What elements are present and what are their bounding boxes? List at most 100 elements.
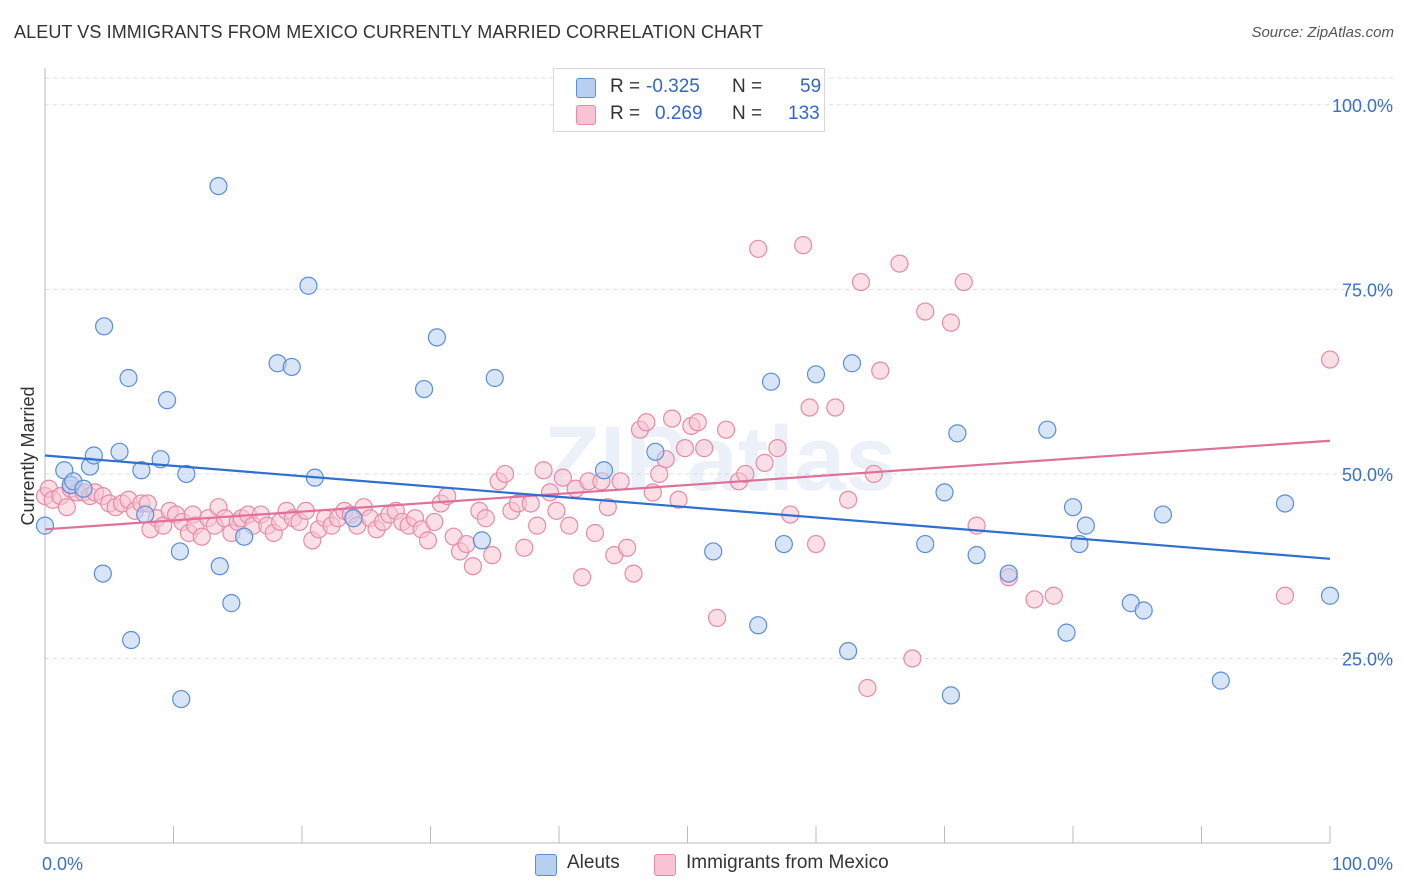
- immigrants-point: [528, 516, 547, 535]
- aleuts-point: [485, 368, 504, 388]
- aleuts-point: [414, 379, 434, 399]
- aleuts-point: [132, 461, 151, 480]
- immigrants-point: [916, 302, 935, 321]
- aleuts-point: [110, 442, 129, 461]
- immigrants-point: [851, 272, 871, 292]
- immigrants-point: [794, 236, 813, 255]
- trend-line-aleuts: [44, 454, 1331, 560]
- aleuts-point: [157, 391, 177, 410]
- series-aleuts-points: [35, 176, 1340, 709]
- immigrants-point: [1025, 590, 1044, 609]
- r-value: 0.269: [655, 103, 703, 124]
- n-label: N =: [732, 103, 763, 124]
- immigrants-point: [547, 501, 566, 520]
- trend-lines: [44, 439, 1331, 560]
- source-credit: Source: ZipAtlas.com: [1251, 24, 1394, 41]
- aleuts-point: [646, 442, 665, 461]
- immigrants-point: [483, 546, 502, 565]
- aleuts-point: [999, 564, 1018, 583]
- immigrants-point: [716, 420, 736, 439]
- aleuts-point: [119, 368, 138, 388]
- aleuts-point: [948, 424, 967, 443]
- immigrants-point: [585, 523, 605, 543]
- aleuts-point: [916, 534, 935, 554]
- r-label: R =: [610, 76, 641, 97]
- aleuts-point: [177, 464, 196, 484]
- aleuts-point: [344, 509, 363, 528]
- immigrants-point: [1275, 586, 1295, 605]
- immigrants-point: [662, 409, 682, 428]
- legend-label-immigrants: Immigrants from Mexico: [686, 852, 889, 873]
- immigrants-point: [598, 498, 617, 517]
- aleuts-point: [1134, 601, 1153, 620]
- immigrants-point: [1320, 350, 1340, 369]
- aleuts-point: [121, 630, 141, 650]
- immigrants-point: [688, 413, 707, 432]
- aleuts-point: [806, 365, 826, 384]
- immigrants-point: [675, 439, 695, 458]
- y-tick-label: 75.0%: [1342, 280, 1393, 300]
- immigrants-point: [57, 498, 76, 517]
- immigrants-point: [695, 439, 714, 458]
- aleuts-point: [761, 372, 781, 391]
- immigrants-point: [800, 398, 819, 417]
- immigrants-point: [540, 483, 560, 502]
- aleuts-point: [1076, 516, 1095, 535]
- immigrants-point: [941, 313, 961, 332]
- immigrants-point: [736, 464, 755, 484]
- immigrants-point: [768, 439, 787, 458]
- aleuts-point: [842, 354, 862, 373]
- aleuts-point: [299, 276, 318, 295]
- aleuts-point: [210, 557, 229, 576]
- immigrants-point: [954, 272, 973, 292]
- y-tick-label: 100.0%: [1332, 96, 1393, 116]
- n-label: N =: [732, 76, 763, 97]
- immigrants-point: [476, 509, 495, 528]
- immigrants-point: [637, 413, 656, 432]
- immigrants-point: [418, 531, 438, 550]
- aleuts-point: [172, 689, 191, 709]
- immigrants-point: [534, 461, 553, 480]
- y-tick-label: 50.0%: [1342, 465, 1393, 485]
- immigrants-point: [463, 557, 483, 576]
- aleuts-point: [282, 357, 301, 377]
- immigrants-point: [611, 472, 630, 491]
- aleuts-point: [967, 546, 986, 565]
- aleuts-point: [774, 534, 793, 554]
- legend-swatch-aleuts: [576, 78, 596, 98]
- immigrants-point: [864, 464, 883, 484]
- aleuts-point: [749, 616, 768, 635]
- immigrants-point: [707, 608, 727, 627]
- aleuts-point: [1038, 420, 1057, 439]
- immigrants-point: [755, 453, 774, 472]
- r-label: R =: [610, 103, 641, 124]
- aleuts-point: [941, 686, 961, 705]
- immigrants-point: [858, 678, 877, 698]
- immigrants-point: [871, 361, 890, 380]
- aleuts-point: [74, 479, 93, 498]
- correlation-legend: R = -0.325 N = 59 R = 0.269 N = 133: [553, 68, 825, 132]
- aleuts-point: [1211, 671, 1230, 690]
- chart-title: ALEUT VS IMMIGRANTS FROM MEXICO CURRENTL…: [14, 22, 764, 42]
- aleuts-point: [95, 317, 114, 336]
- aleuts-point: [935, 483, 954, 502]
- aleuts-point: [222, 594, 241, 613]
- immigrants-point: [890, 254, 909, 273]
- aleuts-point: [35, 516, 55, 535]
- aleuts-point: [704, 542, 723, 561]
- aleuts-point: [594, 461, 614, 480]
- legend-swatch-aleuts: [535, 854, 557, 876]
- n-value: 59: [800, 76, 822, 97]
- aleuts-point: [84, 446, 103, 465]
- immigrants-point: [192, 527, 211, 546]
- aleuts-point: [427, 328, 447, 347]
- immigrants-point: [560, 516, 579, 535]
- aleuts-point: [209, 176, 228, 196]
- y-tick-label: 25.0%: [1342, 649, 1393, 669]
- immigrants-point: [457, 534, 476, 554]
- trend-line-immigrants: [44, 439, 1331, 531]
- aleuts-point: [93, 564, 112, 583]
- immigrants-point: [669, 490, 688, 509]
- aleuts-point: [235, 527, 254, 546]
